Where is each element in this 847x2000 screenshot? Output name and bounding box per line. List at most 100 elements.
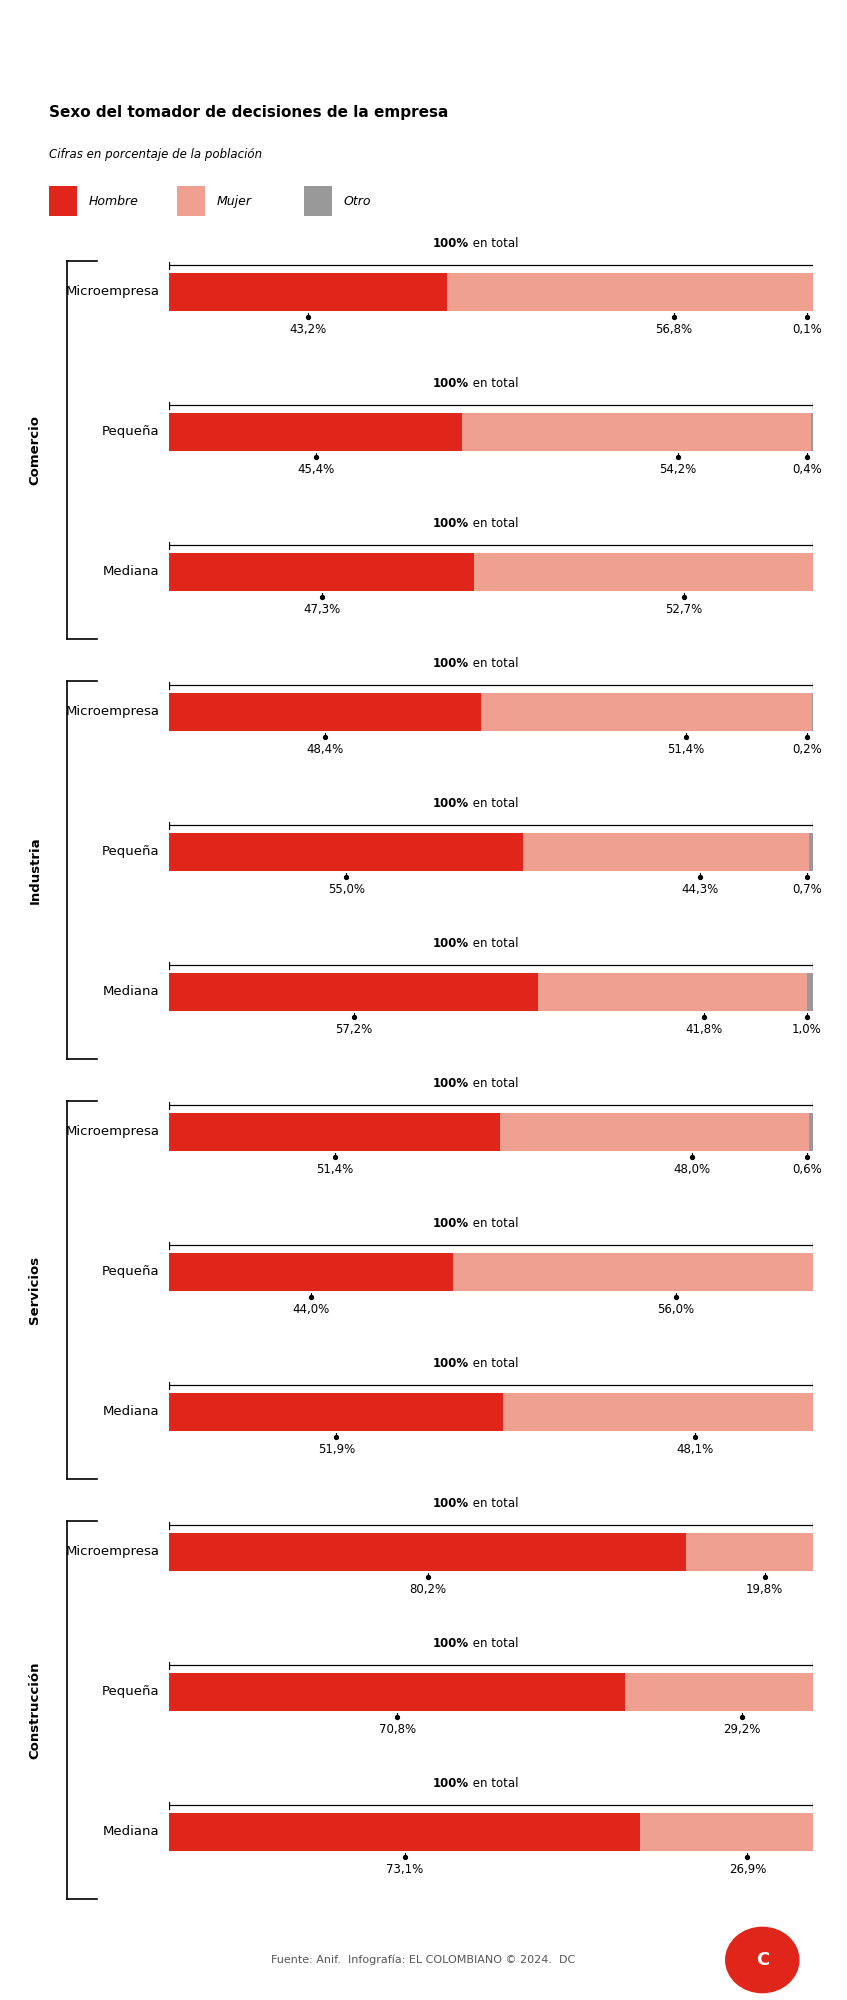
Bar <box>811 412 813 450</box>
Bar <box>169 1392 503 1430</box>
Text: 100%: 100% <box>433 1638 468 1650</box>
Text: 47,3%: 47,3% <box>303 602 340 616</box>
Bar <box>169 1252 452 1290</box>
Text: 100%: 100% <box>433 518 468 530</box>
Text: 73,1%: 73,1% <box>386 1862 424 1876</box>
Bar <box>473 552 813 590</box>
Text: 44,3%: 44,3% <box>682 882 719 896</box>
Text: 100%: 100% <box>433 658 468 670</box>
Text: 55,0%: 55,0% <box>328 882 365 896</box>
Text: Cifras en porcentaje de la población: Cifras en porcentaje de la población <box>49 148 263 162</box>
Text: Microempresa: Microempresa <box>66 1546 160 1558</box>
Text: en total: en total <box>468 1778 518 1790</box>
Text: en total: en total <box>468 938 518 950</box>
Text: 26,9%: 26,9% <box>728 1862 766 1876</box>
Text: LÍDERES DE LAS EMPRESAS: LÍDERES DE LAS EMPRESAS <box>209 34 638 62</box>
Text: Pequeña: Pequeña <box>102 1686 160 1698</box>
Text: 70,8%: 70,8% <box>379 1722 416 1736</box>
Text: Mujer: Mujer <box>217 194 252 208</box>
Text: Construcción: Construcción <box>29 1662 42 1758</box>
Bar <box>538 972 806 1010</box>
Text: 100%: 100% <box>433 238 469 250</box>
Text: Microempresa: Microempresa <box>66 706 160 718</box>
Bar <box>304 186 332 216</box>
Bar <box>811 692 813 730</box>
Text: Mediana: Mediana <box>103 566 160 578</box>
Text: 100%: 100% <box>433 378 468 390</box>
Text: 100%: 100% <box>433 1778 468 1790</box>
Text: Microempresa: Microempresa <box>66 286 160 298</box>
Text: 45,4%: 45,4% <box>297 462 335 476</box>
Text: Otro: Otro <box>344 194 371 208</box>
Text: 100%: 100% <box>433 798 468 810</box>
Text: 0,4%: 0,4% <box>792 462 822 476</box>
Text: Pequeña: Pequeña <box>102 1266 160 1278</box>
Text: 100%: 100% <box>433 1078 468 1090</box>
Bar <box>625 1672 813 1710</box>
Text: Pequeña: Pequeña <box>102 426 160 438</box>
Text: 29,2%: 29,2% <box>723 1722 761 1736</box>
Bar <box>169 1812 640 1850</box>
Bar <box>640 1812 813 1850</box>
Text: Hombre: Hombre <box>89 194 139 208</box>
Bar <box>809 832 813 870</box>
Bar <box>523 832 809 870</box>
Text: Servicios: Servicios <box>29 1256 42 1324</box>
Text: 51,4%: 51,4% <box>316 1162 353 1176</box>
Bar <box>169 692 481 730</box>
Text: Mediana: Mediana <box>103 1826 160 1838</box>
Text: 0,2%: 0,2% <box>792 742 822 756</box>
Text: Mediana: Mediana <box>103 986 160 998</box>
Bar <box>169 1672 625 1710</box>
Bar <box>686 1532 813 1570</box>
Bar <box>169 412 462 450</box>
Text: Comercio: Comercio <box>29 416 42 484</box>
Text: en total: en total <box>468 518 518 530</box>
Text: 56,8%: 56,8% <box>656 322 693 336</box>
Text: 51,9%: 51,9% <box>318 1442 355 1456</box>
Text: 1,0%: 1,0% <box>792 1022 822 1036</box>
Text: 0,6%: 0,6% <box>792 1162 822 1176</box>
Text: 41,8%: 41,8% <box>686 1022 723 1036</box>
Text: en total: en total <box>469 238 518 250</box>
Bar <box>806 972 813 1010</box>
Bar <box>169 552 473 590</box>
Text: en total: en total <box>468 1218 518 1230</box>
Text: 100%: 100% <box>433 1218 468 1230</box>
Bar <box>177 186 205 216</box>
Bar <box>169 832 523 870</box>
Text: 56,0%: 56,0% <box>657 1302 695 1316</box>
Text: 80,2%: 80,2% <box>409 1582 446 1596</box>
Bar <box>169 972 538 1010</box>
Text: 43,2%: 43,2% <box>290 322 327 336</box>
Text: 48,1%: 48,1% <box>677 1442 714 1456</box>
Bar <box>169 1532 686 1570</box>
Text: C: C <box>756 1952 769 1968</box>
Bar <box>49 186 77 216</box>
Bar <box>462 412 811 450</box>
Text: 0,7%: 0,7% <box>792 882 822 896</box>
Text: en total: en total <box>468 1358 518 1370</box>
Circle shape <box>726 1928 799 1992</box>
Bar <box>169 272 447 310</box>
Text: 100%: 100% <box>433 1498 468 1510</box>
Bar <box>503 1392 813 1430</box>
Text: 44,0%: 44,0% <box>292 1302 329 1316</box>
Text: en total: en total <box>468 1638 518 1650</box>
Text: en total: en total <box>468 1078 518 1090</box>
Text: Mediana: Mediana <box>103 1406 160 1418</box>
Text: 0,1%: 0,1% <box>792 322 822 336</box>
Text: Fuente: Anif.  Infografía: EL COLOMBIANO © 2024.  DC: Fuente: Anif. Infografía: EL COLOMBIANO … <box>271 1954 576 1966</box>
Text: 100%: 100% <box>433 1358 468 1370</box>
Bar <box>452 1252 813 1290</box>
Text: 51,4%: 51,4% <box>667 742 705 756</box>
Text: 19,8%: 19,8% <box>746 1582 783 1596</box>
Text: 100%: 100% <box>433 938 468 950</box>
Text: Sexo del tomador de decisiones de la empresa: Sexo del tomador de decisiones de la emp… <box>49 104 449 120</box>
Text: 57,2%: 57,2% <box>335 1022 372 1036</box>
Bar <box>481 692 811 730</box>
Text: 54,2%: 54,2% <box>659 462 696 476</box>
Bar <box>809 1112 813 1150</box>
Bar <box>501 1112 809 1150</box>
Text: Microempresa: Microempresa <box>66 1126 160 1138</box>
